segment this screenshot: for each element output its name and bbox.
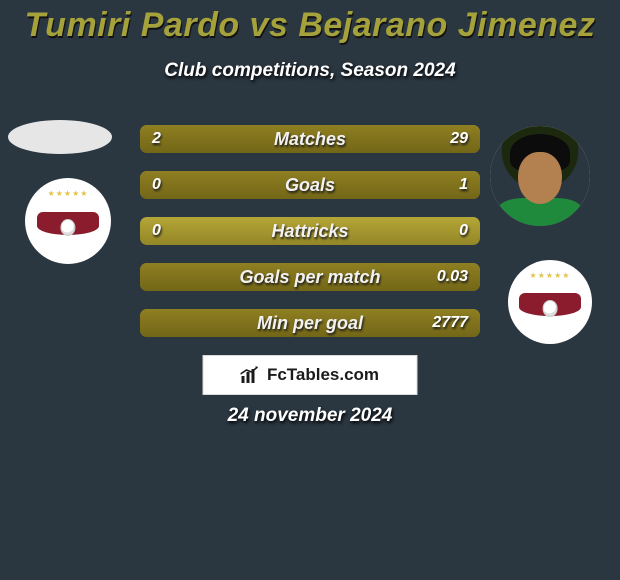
player1-photo — [8, 120, 112, 154]
stat-row: Min per goal2777 — [140, 309, 480, 337]
subtitle: Club competitions, Season 2024 — [0, 60, 620, 82]
stars-icon: ★★★★★ — [530, 271, 571, 280]
club-crest-icon: ★★★★★ — [46, 196, 91, 246]
stat-value-left: 2 — [152, 125, 161, 153]
stat-value-right: 29 — [450, 125, 468, 153]
stat-row: Goals per match0.03 — [140, 263, 480, 291]
stats-bars: Matches229Goals01Hattricks00Goals per ma… — [140, 125, 480, 355]
stat-row: Matches2 29 — [140, 125, 480, 153]
stat-label: Matches — [140, 125, 480, 153]
stat-row: Hattricks0 0 — [140, 217, 480, 245]
brand-text: FcTables.com — [267, 365, 379, 385]
player2-face-placeholder — [490, 126, 590, 226]
club-crest-icon: ★★★★★ — [528, 278, 572, 327]
player2-photo — [490, 126, 590, 226]
stars-icon: ★★★★★ — [48, 189, 89, 198]
comparison-infographic: Tumiri Pardo vs Bejarano Jimenez Club co… — [0, 0, 620, 580]
stat-row: Goals0 1 — [140, 171, 480, 199]
stat-value-right: 1 — [459, 171, 468, 199]
stat-value-left: 0 — [152, 217, 161, 245]
bar-chart-icon — [241, 366, 261, 384]
stat-label: Goals — [140, 171, 480, 199]
player1-club-badge: ★★★★★ — [25, 178, 111, 264]
stat-value-right: 0.03 — [437, 263, 468, 291]
stat-label: Hattricks — [140, 217, 480, 245]
page-title: Tumiri Pardo vs Bejarano Jimenez — [0, 6, 620, 45]
date-generated: 24 november 2024 — [0, 405, 620, 427]
stat-label: Min per goal — [140, 309, 480, 337]
brand-attribution: FcTables.com — [203, 355, 418, 395]
stat-value-right: 2777 — [432, 309, 468, 337]
stat-value-left: 0 — [152, 171, 161, 199]
stat-value-right: 0 — [459, 217, 468, 245]
player2-club-badge: ★★★★★ — [508, 260, 592, 344]
stat-label: Goals per match — [140, 263, 480, 291]
